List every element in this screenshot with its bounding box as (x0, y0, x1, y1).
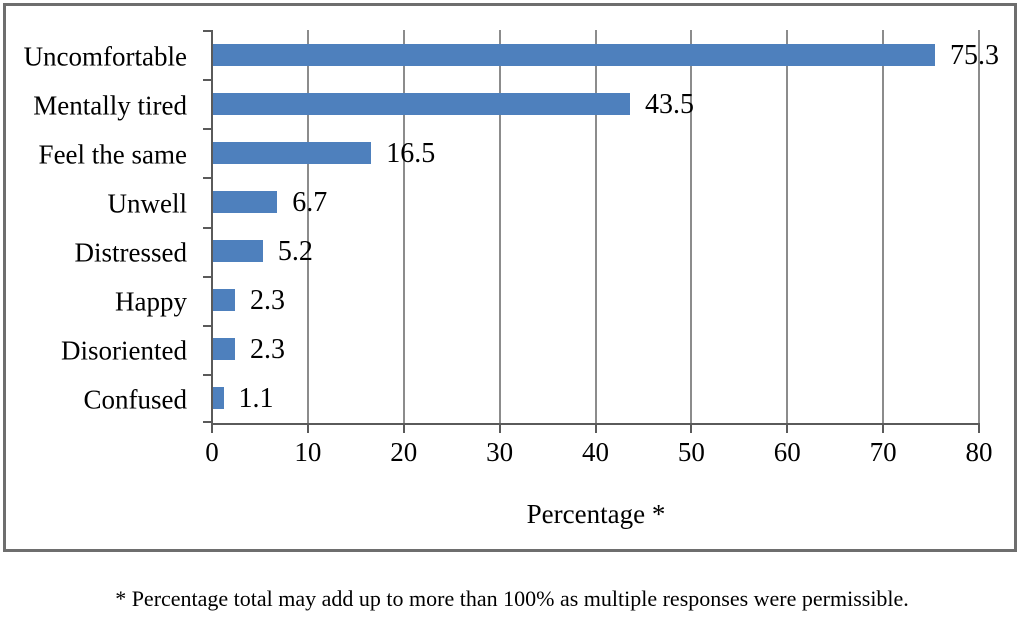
x-axis-tick-label: 10 (294, 437, 322, 467)
x-axis-tick-label: 0 (205, 437, 219, 467)
x-axis-tick (786, 425, 789, 433)
bar-value-label: 75.3 (949, 39, 999, 71)
bar-confused (213, 387, 224, 410)
y-axis-tick (203, 373, 211, 376)
y-axis-tick (203, 128, 211, 131)
gridline-x-70 (882, 30, 885, 423)
x-axis-title: Percentage * (526, 499, 666, 529)
gridline-x-50 (690, 30, 693, 423)
gridline-x-10 (306, 30, 309, 423)
bar-value-label: 2.3 (250, 334, 286, 366)
x-axis-tick-label: 60 (773, 437, 801, 467)
x-axis-tick (690, 425, 693, 433)
bar-value-label: 5.2 (277, 236, 313, 268)
bar-uncomfortable (213, 43, 935, 66)
x-axis-tick-label: 50 (677, 437, 705, 467)
x-axis-tick (882, 425, 885, 433)
bar-feel-the-same (213, 141, 372, 164)
gridline-x-80 (978, 30, 980, 423)
x-axis-tick (402, 425, 405, 433)
gridline-x-20 (402, 30, 405, 423)
x-axis-tick (498, 425, 501, 433)
x-axis-tick (978, 425, 980, 433)
category-label-disoriented: Disoriented (61, 335, 187, 366)
bar-distressed (213, 240, 263, 263)
category-label-distressed: Distressed (74, 237, 187, 268)
x-axis-tick (594, 425, 597, 433)
bar-unwell (213, 190, 278, 213)
y-axis-tick (203, 421, 211, 423)
category-label-mentally-tired: Mentally tired (33, 90, 187, 121)
gridline-x-60 (786, 30, 789, 423)
y-axis-category-labels: Uncomfortable Mentally tired Feel the same… (6, 30, 187, 425)
y-axis-tick (203, 177, 211, 180)
y-axis-tick (203, 275, 211, 278)
x-axis-tick-label: 40 (582, 437, 609, 467)
chart-frame: Uncomfortable Mentally tired Feel the same… (3, 3, 1017, 552)
y-axis-tick (203, 226, 211, 229)
plot-area: 75.3 43.5 16.5 6.7 5.2 2.3 2.3 1.1 (203, 30, 999, 425)
bar-value-label: 1.1 (238, 383, 274, 415)
bar-mentally-tired (213, 92, 631, 115)
gridline-x-40 (594, 30, 597, 423)
y-axis-tick (203, 324, 211, 327)
bar-value-label: 6.7 (292, 186, 328, 218)
bar-value-label: 2.3 (250, 285, 286, 317)
chart-footnote: * Percentage total may add up to more th… (115, 586, 909, 611)
category-label-unwell: Unwell (107, 188, 187, 219)
bar-value-label: 16.5 (386, 137, 436, 169)
bar-disoriented (213, 338, 236, 361)
y-axis-tick (203, 79, 211, 82)
x-axis-tick-label: 20 (390, 437, 418, 467)
gridline-x-30 (498, 30, 501, 423)
x-axis-tick-label: 70 (869, 437, 897, 467)
category-label-happy: Happy (115, 286, 187, 317)
category-label-feel-the-same: Feel the same (38, 139, 187, 170)
y-axis-tick (203, 30, 211, 32)
x-axis-tick-label: 30 (486, 437, 514, 467)
x-axis-tick (306, 425, 309, 433)
x-axis-tick-label: 80 (965, 437, 993, 467)
bar-value-label: 43.5 (645, 88, 695, 120)
bar-happy (213, 289, 236, 312)
category-label-uncomfortable: Uncomfortable (23, 41, 187, 72)
x-axis-tick (211, 425, 213, 433)
category-label-confused: Confused (83, 384, 188, 415)
